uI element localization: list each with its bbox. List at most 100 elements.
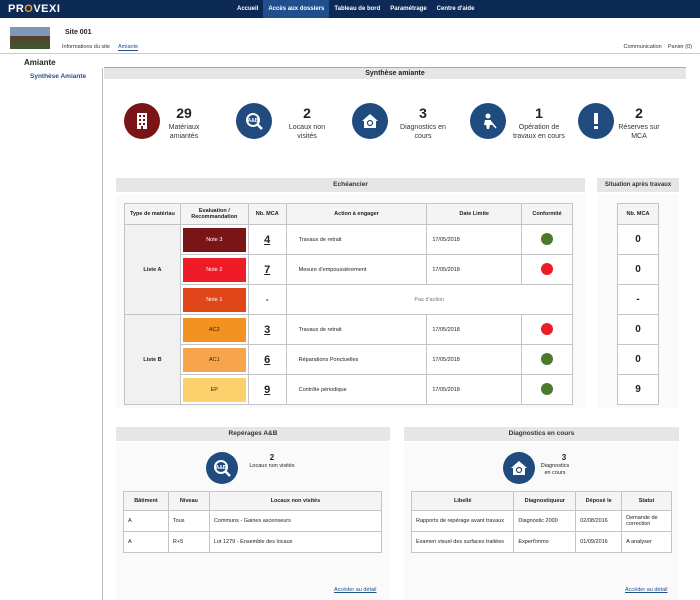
situation-title: Situation après travaux [597, 178, 679, 192]
nav-tableau-de-bord[interactable]: Tableau de bord [334, 6, 381, 12]
reperages-table: Bâtiment Niveau Locaux non visités A Tou… [123, 491, 383, 553]
no-action-cell: Pas d'action [285, 284, 574, 315]
main-nav: Accueil Accès aux dossiers Tableau de bo… [232, 0, 479, 18]
table-row: EP 9 Contrôle périodique 17/05/2018 [125, 374, 573, 405]
page-title: Amiante [24, 58, 56, 67]
mca-count-link[interactable]: 4 [247, 224, 287, 255]
col-header: Conformité [521, 203, 573, 225]
site-tabs: Informations du site Amiante [62, 44, 139, 51]
status-dot-green [541, 382, 554, 395]
svg-text:A&B: A&B [248, 118, 259, 124]
top-navbar: PROVEXI Accueil Accès aux dossiers Table… [0, 0, 700, 18]
group-liste-b: Liste B [124, 314, 181, 405]
action-cell: Contrôle périodique [285, 374, 428, 405]
situation-table: Nb. MCA 0 0 - 0 0 9 [617, 203, 659, 405]
situation-value: 0 [617, 254, 659, 285]
date-cell: 17/05/2018 [426, 254, 523, 285]
site-thumbnail [10, 27, 50, 49]
house-stethoscope-icon [503, 452, 535, 484]
col-header: Statut [621, 491, 672, 511]
table-row: AC1 6 Réparations Ponctuelles 17/05/2018 [125, 344, 573, 375]
col-header: Date Limite [426, 203, 523, 225]
action-cell: Travaux de retrait [285, 224, 428, 255]
date-cell: 17/05/2018 [426, 374, 523, 405]
ab-search-icon: A&B [206, 452, 238, 484]
svg-text:A&B: A&B [216, 465, 227, 471]
action-cell: Réparations Ponctuelles [285, 344, 428, 375]
date-cell: 17/05/2018 [426, 224, 523, 255]
eval-badge: AC2 [182, 317, 246, 342]
tab-amiante[interactable]: Amiante [118, 44, 139, 51]
tab-informations-site[interactable]: Informations du site [62, 44, 110, 50]
table-row: Examen visuel des surfaces traitées Expe… [410, 531, 672, 553]
section-title-synthese: Synthèse amiante [104, 67, 686, 79]
site-name: Site 001 [65, 29, 92, 36]
mca-count-link[interactable]: 7 [247, 254, 287, 285]
ab-search-icon: A&B [236, 103, 272, 139]
col-header: Libellé [410, 491, 515, 511]
table-row: Rapports de repérage avant travaux Diagn… [410, 510, 672, 532]
sidebar-item-synthese-amiante[interactable]: Synthèse Amiante [30, 73, 87, 80]
status-dot-red [541, 322, 554, 335]
situation-value: 0 [617, 314, 659, 345]
reperages-label: Locaux non visités [249, 463, 295, 469]
reperages-detail-link[interactable]: Accéder au détail [334, 587, 377, 593]
diagnostics-title: Diagnostics en cours [404, 427, 679, 441]
col-header: Diagnostiqueur [513, 491, 577, 511]
mca-count-link[interactable]: 9 [247, 374, 287, 405]
reperages-count: 2 [269, 453, 275, 462]
echeancier-table: Type de matériau Evaluation / Recommanda… [124, 203, 574, 405]
table-row: Liste A Note 3 4 Travaux de retrait 17/0… [124, 224, 573, 315]
group-liste-a: Liste A [124, 224, 181, 315]
col-header: Bâtiment [123, 491, 169, 511]
col-header: Evaluation / Recommandation [179, 203, 249, 225]
col-header: Niveau [167, 491, 210, 511]
provexi-logo[interactable]: PROVEXI [8, 3, 61, 15]
worker-icon [470, 103, 506, 139]
table-row: A Tous Communs - Gaines ascenseurs [123, 510, 383, 532]
nav-parametrage[interactable]: Paramétrage [390, 6, 427, 12]
situation-value: 0 [617, 224, 659, 255]
situation-value: 9 [617, 374, 659, 405]
nav-centre-aide[interactable]: Centre d'aide [436, 6, 475, 12]
situation-value: 0 [617, 344, 659, 375]
house-stethoscope-icon [352, 103, 388, 139]
top-links[interactable]: Communication Panier (0) [623, 44, 692, 50]
reperages-title: Repérages A&B [116, 427, 390, 441]
eval-badge: Note 3 [182, 227, 246, 252]
nav-acces-dossiers[interactable]: Accès aux dossiers [263, 0, 330, 18]
diagnostics-table: Libellé Diagnostiqueur Déposé le Statut … [410, 491, 672, 553]
situation-value: - [617, 284, 659, 315]
action-cell: Mesure d'empoussièrement [285, 254, 428, 285]
col-header: Nb. MCA [247, 203, 287, 225]
nav-accueil[interactable]: Accueil [237, 6, 259, 12]
col-header: Nb. MCA [617, 203, 659, 225]
eval-badge: Note 1 [182, 287, 246, 312]
col-header: Action à engager [285, 203, 428, 225]
building-icon [124, 103, 160, 139]
diagnostics-detail-link[interactable]: Accéder au détail [625, 587, 668, 593]
mca-count-link[interactable]: 3 [247, 314, 287, 345]
eval-badge: AC1 [182, 347, 246, 372]
status-dot-red [541, 262, 554, 275]
col-header: Locaux non visités [208, 491, 383, 511]
table-row: Note 1 - Pas d'action [125, 284, 574, 315]
table-row: Note 2 7 Mesure d'empoussièrement 17/05/… [125, 254, 573, 285]
echeancier-title: Echéancier [116, 178, 585, 192]
eval-badge: EP [182, 377, 246, 402]
col-header: Déposé le [575, 491, 623, 511]
diagnostics-label: Diagnostics en cours [540, 463, 570, 476]
date-cell: 17/05/2018 [426, 314, 523, 345]
action-cell: Travaux de retrait [285, 314, 428, 345]
sidebar-divider [102, 68, 103, 600]
mca-count-link[interactable]: 6 [247, 344, 287, 375]
eval-badge: Note 2 [182, 257, 246, 282]
diagnostics-count: 3 [561, 453, 567, 462]
status-dot-green [541, 352, 554, 365]
col-header: Type de matériau [124, 203, 181, 225]
table-row: A R+5 Lot 1279 - Ensemble des locaux [123, 531, 383, 553]
mca-count: - [247, 284, 287, 315]
exclamation-icon [578, 103, 614, 139]
table-row: Liste B AC2 3 Travaux de retrait 17/05/2… [124, 314, 573, 405]
date-cell: 17/05/2018 [426, 344, 523, 375]
